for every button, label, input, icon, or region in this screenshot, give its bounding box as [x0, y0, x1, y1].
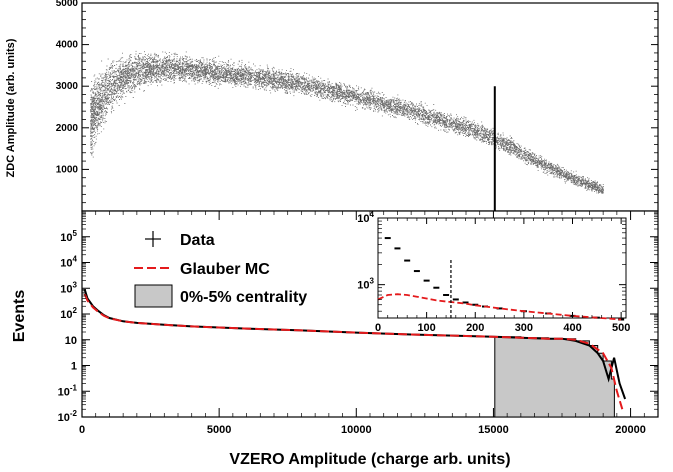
- top-y-ticks: 1000 2000 3000 4000 5000: [56, 0, 658, 204]
- inset-mc-series: [377, 293, 622, 321]
- legend-item-centrality: 0%-5% centrality: [134, 284, 307, 308]
- legend-label-mc: Glauber MC: [180, 261, 270, 278]
- top-y-tick-label: 4000: [56, 40, 79, 51]
- inset-x-tick-label: 100: [417, 322, 435, 334]
- top-y-axis-title: ZDC Amplitude (arb. units): [5, 38, 17, 177]
- x-tick-label: 20000: [615, 424, 646, 436]
- zdc-scatter-panel: 1000 2000 3000 4000 5000 ZDC Amplitude (arb.…: [5, 0, 659, 212]
- legend-item-data: Data: [145, 231, 215, 249]
- top-y-tick-label: 3000: [56, 81, 79, 92]
- bottom-x-ticks: 0 5000 10000 15000 20000: [79, 211, 646, 436]
- inset-x-tick-label: 400: [563, 322, 581, 334]
- glauber-mc-series: [83, 293, 624, 410]
- inset-x-tick-label: 0: [375, 322, 381, 334]
- bottom-y-axis-title: Events: [11, 290, 28, 343]
- scatter-point-cloud: [90, 50, 604, 194]
- legend: Data Glauber MC 0%-5% centrality: [134, 231, 307, 308]
- x-tick-label: 15000: [478, 424, 509, 436]
- x-tick-label: 5000: [207, 424, 231, 436]
- mc-line: [83, 293, 624, 410]
- centrality-fill-icon: [134, 284, 173, 308]
- x-tick-label: 0: [79, 424, 85, 436]
- bottom-y-tick-label: 104: [60, 255, 77, 270]
- bottom-y-tick-label: 1: [71, 361, 77, 373]
- legend-label-data: Data: [180, 232, 215, 249]
- bottom-y-tick-label: 10-2: [58, 409, 78, 424]
- bottom-y-tick-label: 103: [60, 280, 77, 295]
- top-y-tick-label: 1000: [56, 164, 79, 175]
- legend-label-centrality: 0%-5% centrality: [180, 289, 307, 306]
- bottom-y-tick-label: 102: [60, 306, 77, 321]
- inset-x-ticks: 0 100 200 300 400 500: [375, 218, 630, 334]
- top-plot-frame: [81, 2, 659, 212]
- x-axis-title: VZERO Amplitude (charge arb. units): [229, 451, 510, 468]
- bottom-y-tick-label: 10-1: [58, 383, 78, 398]
- inset-x-tick-label: 300: [515, 322, 533, 334]
- scatter-points: [90, 50, 604, 194]
- inset-frame: [377, 217, 627, 319]
- legend-item-mc: Glauber MC: [134, 261, 270, 278]
- x-tick-label: 10000: [341, 424, 372, 436]
- top-y-tick-label: 5000: [56, 0, 79, 9]
- inset-x-tick-label: 500: [612, 322, 630, 334]
- bottom-y-tick-label: 10: [65, 335, 77, 347]
- inset-x-tick-label: 200: [466, 322, 484, 334]
- bottom-y-tick-label: 105: [60, 229, 77, 244]
- inset-mc-line: [377, 293, 622, 321]
- top-y-tick-label: 2000: [56, 123, 79, 134]
